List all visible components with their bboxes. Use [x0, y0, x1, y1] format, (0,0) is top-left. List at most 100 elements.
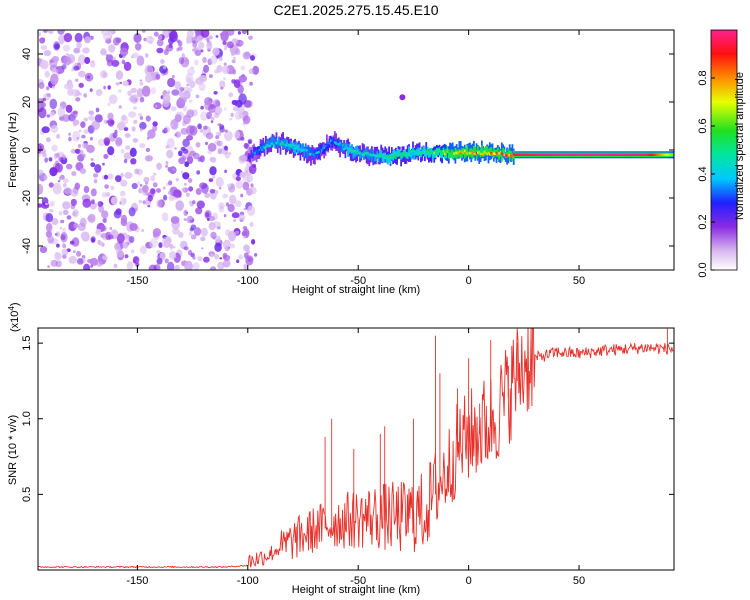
- ridge-band: [296, 145, 299, 154]
- ridge-core: [438, 150, 441, 153]
- ridge-band: [327, 142, 330, 151]
- ridge-core: [609, 153, 612, 156]
- ridge-core: [274, 142, 277, 146]
- ridge-core: [375, 155, 377, 158]
- noise-blob: [156, 257, 163, 265]
- ridge-core: [459, 151, 462, 155]
- noise-blob: [210, 231, 217, 239]
- top-y-tick-label: 40: [21, 48, 33, 60]
- ridge-core: [534, 153, 536, 156]
- noise-blob: [152, 121, 158, 127]
- noise-blob: [87, 75, 91, 79]
- noise-blob: [208, 103, 217, 113]
- ridge-core: [544, 153, 547, 156]
- noise-blob: [232, 68, 237, 75]
- noise-blob: [150, 175, 156, 182]
- noise-blob: [184, 260, 193, 270]
- ridge-band: [397, 149, 400, 157]
- noise-blob: [188, 215, 193, 221]
- noise-blob: [172, 228, 180, 235]
- noise-blob: [147, 129, 156, 139]
- ridge-core: [371, 154, 373, 157]
- ridge-core: [310, 152, 312, 156]
- ridge-halo: [446, 147, 449, 161]
- ridge-band: [360, 152, 363, 158]
- noise-blob: [181, 53, 185, 58]
- ridge-core: [653, 153, 655, 156]
- ridge-band: [316, 147, 319, 155]
- colorbar-gradient: [710, 29, 738, 271]
- noise-blob: [97, 138, 106, 147]
- noise-blob: [235, 230, 239, 235]
- ridge-core: [421, 151, 424, 154]
- noise-blob: [104, 184, 109, 189]
- ridge-band: [278, 136, 281, 146]
- ridge-core: [320, 149, 323, 152]
- noise-blob: [206, 37, 210, 43]
- ridge-band: [473, 145, 475, 156]
- noise-blob: [224, 107, 227, 111]
- ridge-band: [511, 153, 514, 162]
- ridge-core: [328, 142, 331, 145]
- noise-blob: [140, 128, 143, 132]
- noise-blob: [201, 247, 204, 250]
- noise-blob: [90, 264, 94, 268]
- noise-blob: [38, 82, 45, 89]
- ridge-core: [249, 154, 251, 158]
- noise-blob: [72, 119, 80, 126]
- y-multiplier-close: ): [9, 302, 21, 306]
- ridge-core: [526, 153, 528, 156]
- noise-blob: [78, 129, 82, 133]
- noise-blob: [180, 127, 188, 135]
- ridge-core: [492, 152, 495, 155]
- noise-blob: [69, 240, 75, 245]
- noise-blob: [145, 115, 151, 122]
- ridge-core: [547, 153, 549, 156]
- ridge-core: [507, 153, 510, 157]
- bottom-x-tick-label: 0: [466, 575, 472, 587]
- noise-blob: [74, 182, 81, 190]
- noise-blob: [144, 155, 153, 162]
- noise-blob: [213, 91, 218, 95]
- ridge-core: [670, 153, 673, 156]
- ridge-band: [396, 150, 398, 157]
- noise-blob: [199, 182, 208, 189]
- noise-blob: [60, 105, 63, 110]
- ridge-band: [365, 147, 368, 157]
- ridge-core: [535, 153, 538, 156]
- ridge-core: [646, 153, 649, 156]
- ridge-core: [283, 143, 286, 147]
- ridge-core: [315, 151, 318, 155]
- colorbar-tick-label: 0.4: [697, 166, 709, 181]
- ridge-core: [397, 154, 400, 157]
- noise-blob: [249, 81, 253, 86]
- ridge-core: [580, 153, 583, 156]
- noise-blob: [156, 39, 164, 47]
- signal-ridge: [247, 94, 674, 167]
- ridge-halo: [385, 148, 388, 161]
- ridge-core: [406, 152, 409, 155]
- noise-blob: [223, 77, 226, 81]
- noise-blob: [138, 199, 143, 204]
- ridge-core: [300, 149, 303, 152]
- ridge-core: [581, 153, 584, 156]
- ridge-band: [351, 144, 353, 154]
- noise-blob: [229, 118, 233, 121]
- noise-blob: [139, 183, 143, 187]
- ridge-halo: [265, 136, 267, 149]
- noise-blob: [125, 145, 131, 151]
- noise-blob: [70, 111, 78, 119]
- noise-blob: [188, 231, 192, 236]
- noise-blob: [62, 44, 71, 52]
- ridge-core: [479, 152, 482, 156]
- ridge-core: [671, 153, 674, 156]
- ridge-band: [390, 153, 393, 160]
- ridge-core: [404, 154, 406, 157]
- noise-blob: [200, 227, 208, 237]
- noise-blob: [128, 207, 136, 217]
- noise-blob: [90, 236, 96, 243]
- noise-blob: [51, 144, 58, 152]
- noise-blob: [246, 173, 254, 183]
- noise-blob: [51, 217, 59, 226]
- ridge-band: [344, 142, 347, 149]
